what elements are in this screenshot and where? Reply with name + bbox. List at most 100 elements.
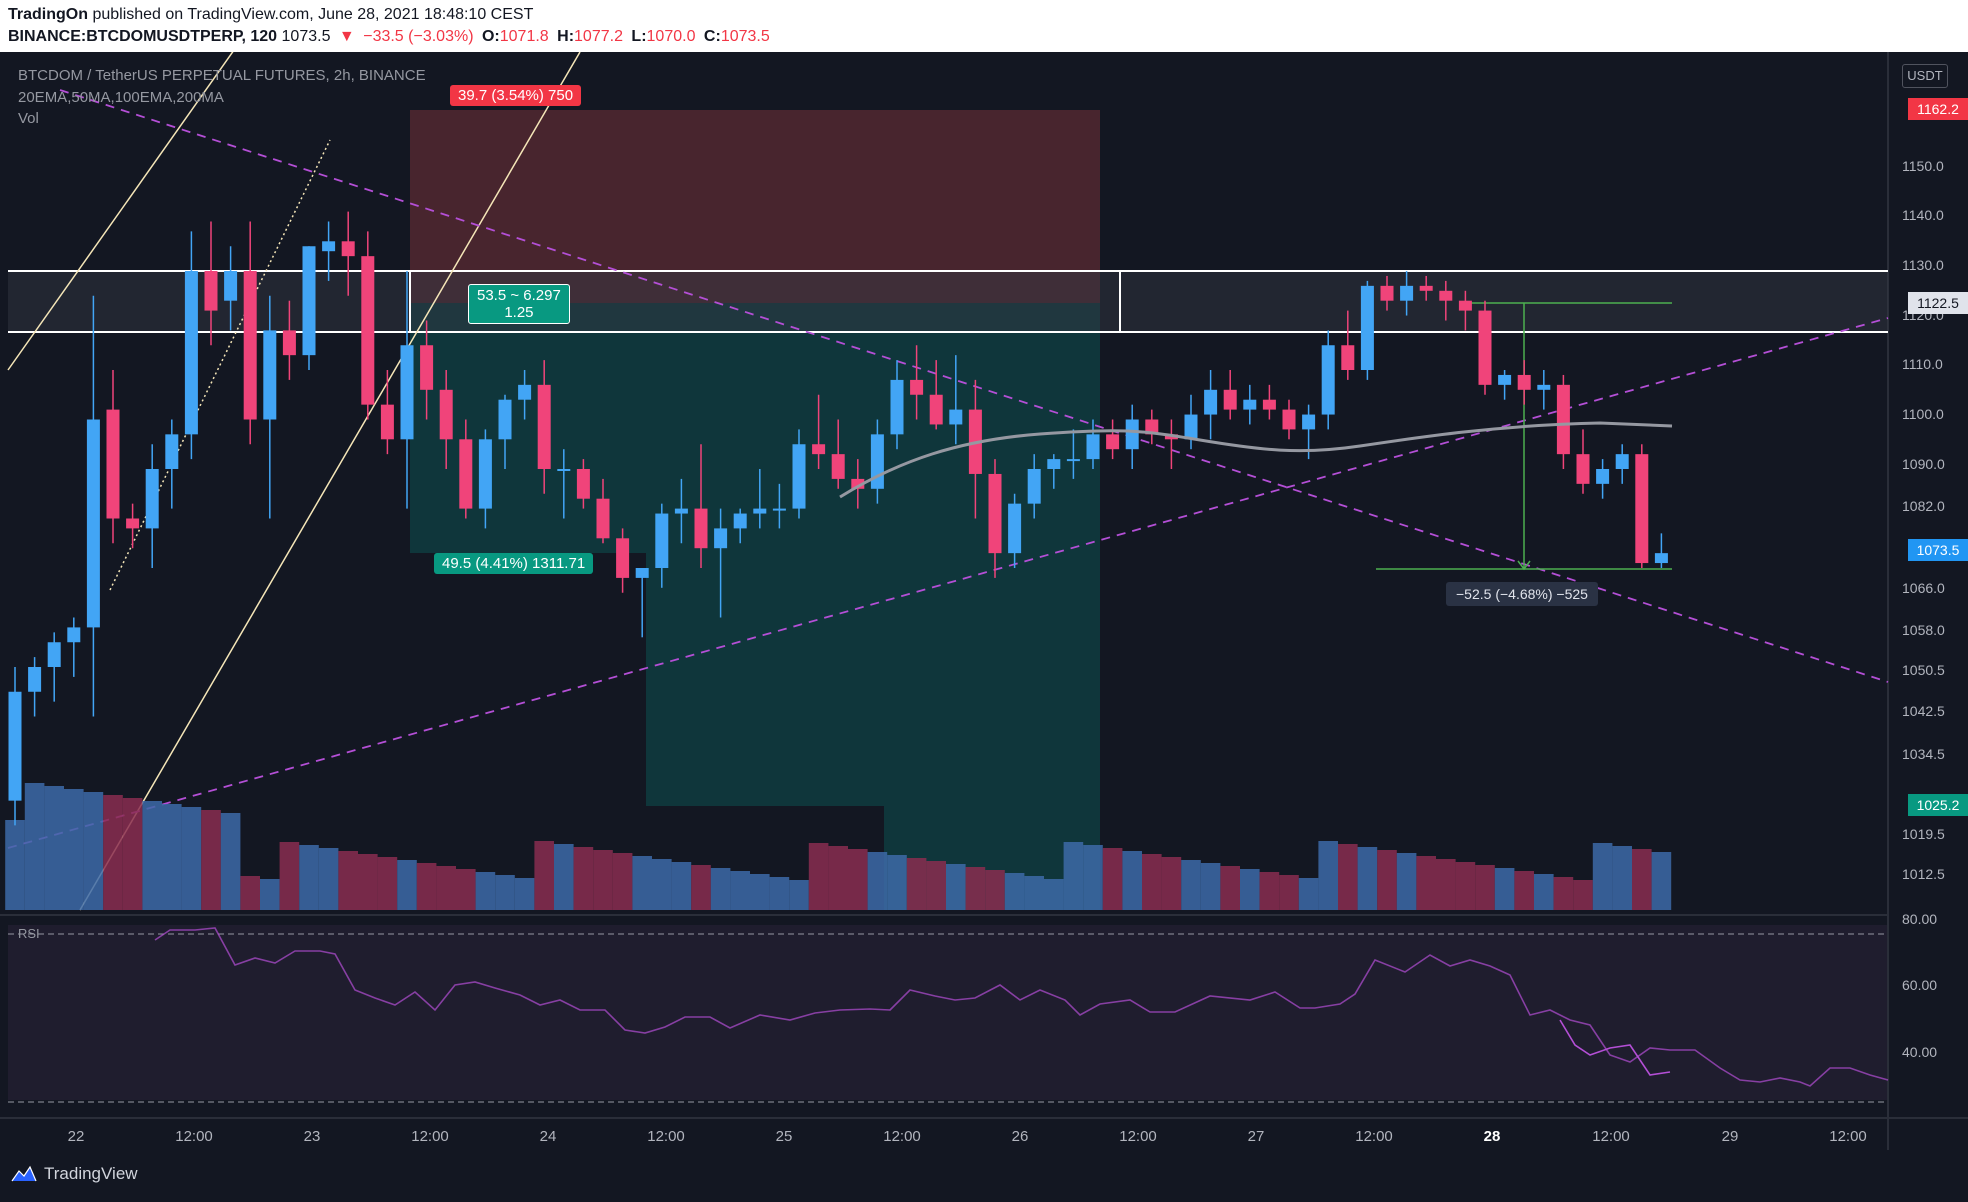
candle[interactable] bbox=[655, 503, 669, 588]
candle[interactable] bbox=[851, 459, 865, 509]
target-label[interactable]: 49.5 (4.41%) 1311.71 bbox=[434, 553, 594, 574]
candle[interactable] bbox=[1380, 275, 1394, 311]
candle[interactable] bbox=[282, 300, 296, 380]
resistance-zone[interactable] bbox=[8, 271, 1888, 332]
candle[interactable] bbox=[1262, 384, 1276, 420]
candle[interactable] bbox=[420, 320, 434, 420]
candle[interactable] bbox=[439, 370, 453, 469]
currency-button[interactable]: USDT bbox=[1902, 64, 1948, 88]
candle[interactable] bbox=[243, 221, 257, 445]
moving-average-line[interactable] bbox=[839, 421, 1673, 499]
candle[interactable] bbox=[812, 394, 826, 469]
candle[interactable] bbox=[1066, 429, 1080, 479]
chart-title[interactable]: BTCDOM / TetherUS PERPETUAL FUTURES, 2h,… bbox=[18, 67, 426, 84]
candle[interactable] bbox=[1400, 271, 1414, 316]
candle[interactable] bbox=[322, 221, 336, 281]
candle[interactable] bbox=[67, 617, 81, 677]
candle[interactable] bbox=[1576, 429, 1590, 494]
volume-label[interactable]: Vol bbox=[18, 110, 39, 127]
candle[interactable] bbox=[1106, 419, 1120, 460]
candle[interactable] bbox=[1635, 444, 1649, 568]
measure-label[interactable]: −52.5 (−4.68%) −525 bbox=[1446, 582, 1598, 606]
candle[interactable] bbox=[1243, 384, 1257, 425]
candle[interactable] bbox=[518, 370, 532, 420]
rsi-label[interactable]: RSI bbox=[18, 926, 40, 941]
ascending-trendline[interactable] bbox=[7, 317, 1889, 849]
candle[interactable] bbox=[145, 444, 159, 568]
candle[interactable] bbox=[1027, 454, 1041, 519]
candle[interactable] bbox=[1008, 493, 1022, 568]
candle[interactable] bbox=[1204, 370, 1218, 440]
candle[interactable] bbox=[753, 469, 767, 529]
candle[interactable] bbox=[910, 345, 924, 420]
candle[interactable] bbox=[165, 419, 179, 509]
publisher-name[interactable]: TradingOn bbox=[8, 6, 88, 23]
candle[interactable] bbox=[694, 444, 708, 568]
candle[interactable] bbox=[126, 503, 140, 549]
price-marker-zone[interactable]: 1122.5 bbox=[1908, 292, 1968, 314]
candle[interactable] bbox=[341, 211, 355, 296]
candle[interactable] bbox=[459, 419, 473, 519]
candle[interactable] bbox=[1498, 370, 1512, 400]
candle[interactable] bbox=[596, 478, 610, 544]
candle[interactable] bbox=[263, 295, 277, 519]
candle[interactable] bbox=[1321, 330, 1335, 430]
candle[interactable] bbox=[361, 231, 375, 420]
candle[interactable] bbox=[478, 429, 492, 529]
candle[interactable] bbox=[380, 370, 394, 455]
candle[interactable] bbox=[1360, 280, 1374, 380]
candle[interactable] bbox=[616, 528, 630, 593]
candle[interactable] bbox=[1517, 360, 1531, 405]
candle[interactable] bbox=[400, 271, 414, 509]
candle[interactable] bbox=[1145, 409, 1159, 445]
candle[interactable] bbox=[674, 478, 688, 544]
candle[interactable] bbox=[1223, 370, 1237, 420]
risk-reward-label[interactable]: 53.5 ~ 6.297 1.25 bbox=[468, 284, 570, 324]
indicator-list[interactable]: 20EMA,50MA,100EMA,200MA bbox=[18, 89, 224, 106]
candle[interactable] bbox=[635, 568, 649, 638]
candle[interactable] bbox=[302, 246, 316, 370]
candle[interactable] bbox=[224, 246, 238, 331]
candles[interactable] bbox=[8, 211, 1668, 826]
candle[interactable] bbox=[988, 459, 1002, 578]
candle[interactable] bbox=[1654, 533, 1668, 568]
price-marker-top[interactable]: 1162.2 bbox=[1908, 98, 1968, 120]
candle[interactable] bbox=[8, 667, 22, 826]
candle[interactable] bbox=[714, 508, 728, 618]
candle[interactable] bbox=[86, 295, 100, 717]
candle[interactable] bbox=[1615, 444, 1629, 484]
candle[interactable] bbox=[890, 360, 904, 450]
candle[interactable] bbox=[1537, 370, 1551, 410]
candle[interactable] bbox=[1478, 300, 1492, 395]
channel-line-2[interactable] bbox=[79, 52, 581, 911]
candle[interactable] bbox=[949, 355, 963, 445]
candle[interactable] bbox=[1125, 404, 1139, 469]
candle[interactable] bbox=[1439, 280, 1453, 321]
candle[interactable] bbox=[498, 394, 512, 469]
candle[interactable] bbox=[557, 449, 571, 519]
candle[interactable] bbox=[1282, 399, 1296, 440]
price-marker-last[interactable]: 1073.5 bbox=[1908, 539, 1968, 561]
price-chart[interactable] bbox=[0, 52, 1968, 1150]
candle[interactable] bbox=[1419, 275, 1433, 301]
candle[interactable] bbox=[106, 370, 120, 544]
candle[interactable] bbox=[204, 221, 218, 346]
price-marker-target[interactable]: 1025.2 bbox=[1908, 794, 1968, 816]
candle[interactable] bbox=[1047, 454, 1061, 489]
candle[interactable] bbox=[28, 657, 42, 717]
rsi-line[interactable] bbox=[154, 927, 1889, 1087]
candle[interactable] bbox=[733, 508, 747, 544]
candle[interactable] bbox=[1458, 290, 1472, 331]
candle[interactable] bbox=[1556, 374, 1570, 469]
tradingview-logo[interactable]: TradingView bbox=[10, 1164, 138, 1184]
candle[interactable] bbox=[929, 360, 943, 430]
candle[interactable] bbox=[576, 459, 590, 509]
candle[interactable] bbox=[537, 360, 551, 494]
candle[interactable] bbox=[47, 632, 61, 702]
candle[interactable] bbox=[1596, 459, 1610, 499]
candle[interactable] bbox=[1184, 394, 1198, 450]
stop-loss-label[interactable]: 39.7 (3.54%) 750 bbox=[450, 85, 582, 106]
candle[interactable] bbox=[772, 483, 786, 529]
candle[interactable] bbox=[1341, 310, 1355, 380]
candle[interactable] bbox=[792, 429, 806, 519]
